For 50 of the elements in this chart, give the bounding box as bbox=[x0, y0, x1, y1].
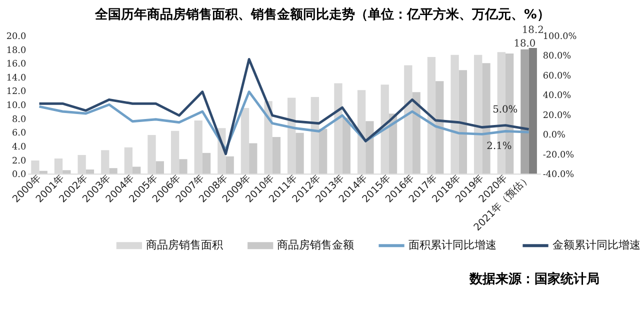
y2-tick-label: 100.0% bbox=[542, 32, 577, 42]
y2-tick-label: 20.0% bbox=[542, 110, 572, 121]
bar bbox=[520, 49, 529, 174]
y-tick-label: 0.0 bbox=[12, 170, 26, 180]
y-tick-label: 12.0 bbox=[6, 87, 26, 98]
y-tick-label: 16.0 bbox=[6, 60, 26, 70]
y-tick-label: 10.0 bbox=[6, 101, 26, 112]
bar bbox=[202, 152, 211, 174]
bar bbox=[179, 159, 188, 174]
bar bbox=[366, 121, 374, 174]
chart-title: 全国历年商品房销售面积、销售金额同比走势（单位：亿平方米、万亿元、%） bbox=[94, 6, 550, 22]
bar bbox=[132, 166, 141, 174]
y-tick-label: 20.0 bbox=[6, 32, 26, 42]
bar bbox=[86, 169, 94, 174]
bar bbox=[226, 156, 234, 174]
data-label: 5.0% bbox=[492, 104, 518, 116]
y2-tick-label: -40.0% bbox=[542, 170, 574, 180]
y2-tick-label: 0.0% bbox=[542, 130, 566, 141]
bar bbox=[318, 128, 328, 174]
bar bbox=[458, 70, 468, 174]
y-tick-label: 2.0 bbox=[12, 156, 26, 166]
bar bbox=[249, 143, 258, 174]
legend-label: 面积累计同比增速 bbox=[408, 238, 496, 252]
bar bbox=[272, 137, 281, 174]
y-tick-label: 6.0 bbox=[12, 128, 26, 139]
legend-label: 商品房销售面积 bbox=[146, 238, 223, 252]
bar bbox=[412, 92, 420, 174]
y2-tick-label: 60.0% bbox=[542, 71, 572, 82]
line-series bbox=[38, 58, 530, 156]
y2-tick-label: 80.0% bbox=[542, 52, 572, 62]
bar bbox=[109, 168, 118, 174]
source-note: 数据来源：国家统计局 bbox=[468, 271, 600, 288]
bar bbox=[342, 118, 350, 174]
data-label: 18.2 bbox=[522, 25, 544, 36]
y2-tick-label: 40.0% bbox=[542, 91, 572, 102]
bar bbox=[62, 170, 71, 174]
y-tick-label: 14.0 bbox=[6, 73, 26, 84]
line-series bbox=[38, 90, 530, 152]
bar bbox=[296, 132, 304, 174]
bar bbox=[436, 81, 444, 174]
legend-label: 商品房销售金额 bbox=[277, 238, 354, 252]
legend-label: 金额累计同比增速 bbox=[552, 238, 640, 252]
bar bbox=[528, 48, 537, 174]
bar bbox=[156, 161, 164, 174]
y-tick-label: 4.0 bbox=[12, 142, 26, 152]
y-tick-label: 8.0 bbox=[12, 114, 26, 125]
data-label: 2.1% bbox=[486, 140, 512, 152]
y2-tick-label: -20.0% bbox=[542, 150, 574, 160]
y-tick-label: 18.0 bbox=[6, 46, 26, 56]
data-label: 18.0 bbox=[514, 38, 536, 50]
